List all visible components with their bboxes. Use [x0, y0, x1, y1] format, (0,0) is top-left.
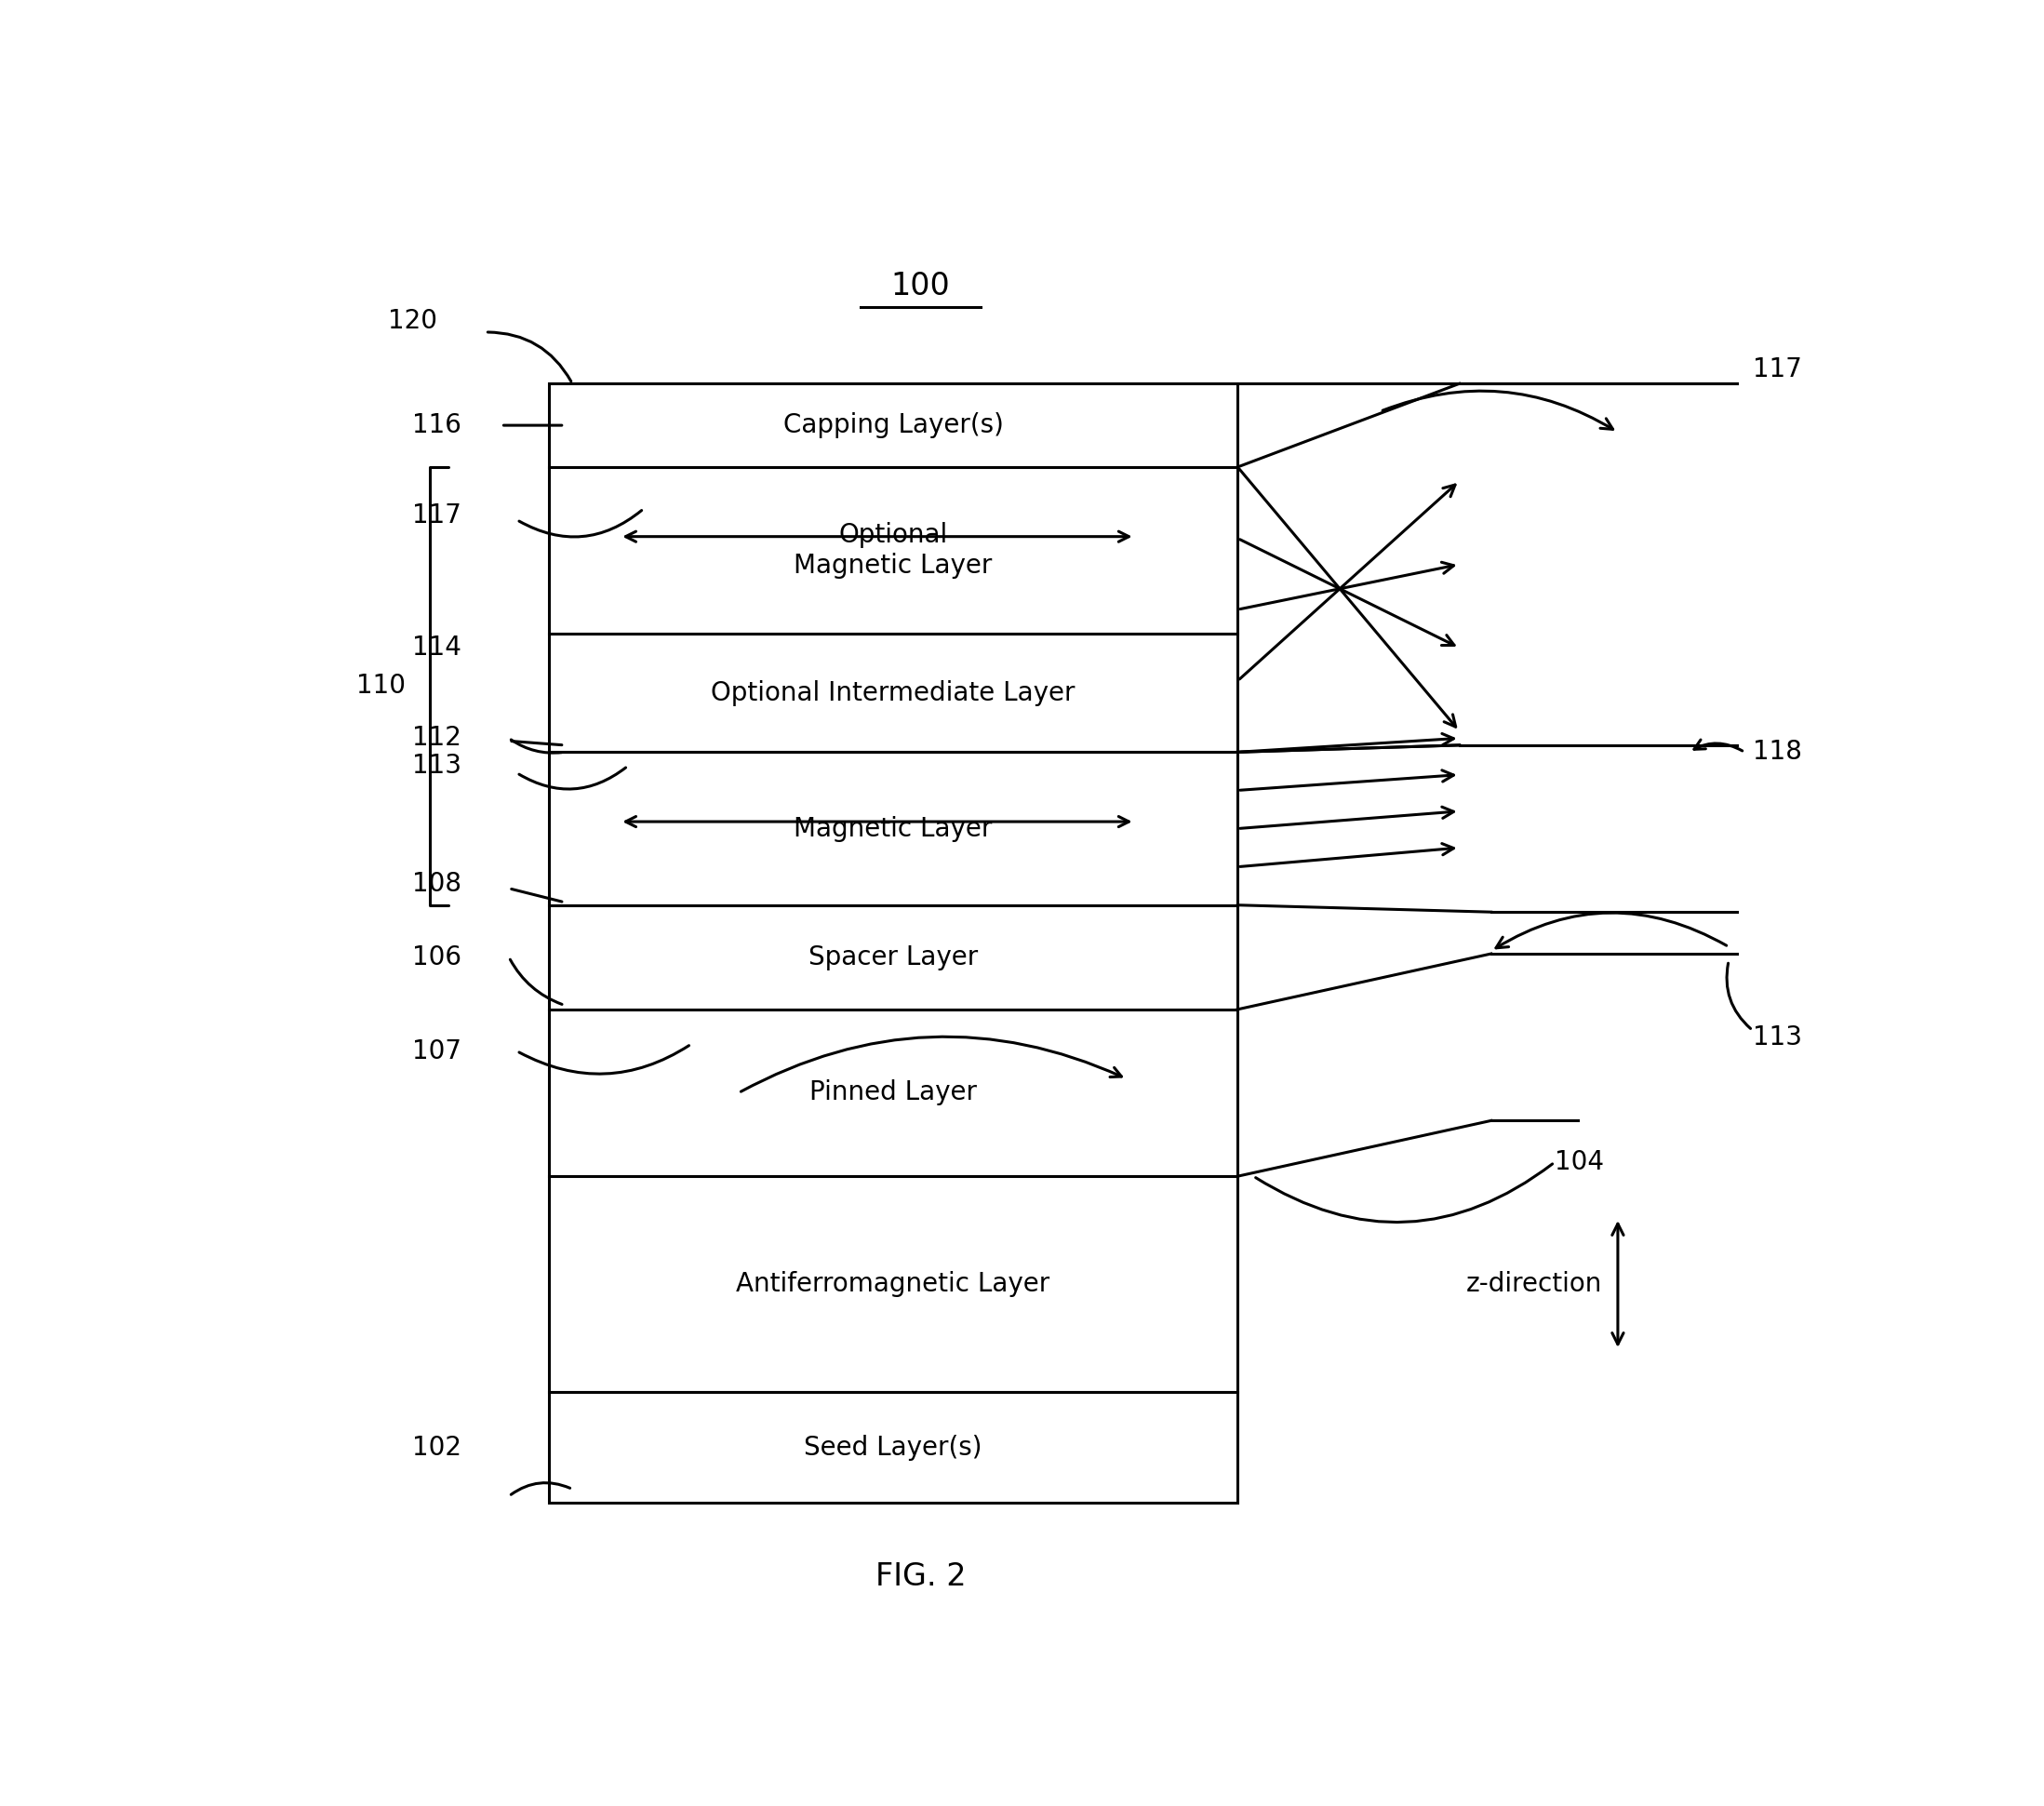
Text: 117: 117	[413, 502, 462, 529]
Text: Antiferromagnetic Layer: Antiferromagnetic Layer	[736, 1271, 1051, 1297]
Bar	[548, 1176, 1239, 1392]
Text: 113: 113	[1752, 1024, 1801, 1051]
Text: 106: 106	[413, 945, 462, 970]
Bar	[548, 751, 1239, 905]
Text: z-direction: z-direction	[1466, 1271, 1602, 1297]
Bar	[548, 1392, 1239, 1503]
Text: 107: 107	[413, 1038, 462, 1064]
Text: 117: 117	[1752, 356, 1801, 383]
Text: 114: 114	[413, 634, 462, 661]
Text: Pinned Layer: Pinned Layer	[809, 1080, 977, 1105]
Text: 116: 116	[413, 412, 462, 439]
Text: 108: 108	[413, 870, 462, 898]
Text: FIG. 2: FIG. 2	[875, 1562, 967, 1593]
Text: Capping Layer(s): Capping Layer(s)	[783, 412, 1004, 439]
Text: 110: 110	[358, 674, 407, 699]
Bar	[548, 383, 1239, 468]
Text: 102: 102	[413, 1434, 462, 1461]
Text: 120: 120	[388, 309, 437, 334]
Bar	[548, 1010, 1239, 1176]
Text: Seed Layer(s): Seed Layer(s)	[803, 1434, 983, 1461]
Bar	[548, 905, 1239, 1010]
Bar	[548, 634, 1239, 751]
Text: 104: 104	[1555, 1149, 1605, 1176]
Text: 113: 113	[413, 753, 462, 778]
Text: Spacer Layer: Spacer Layer	[807, 945, 977, 970]
Bar	[548, 468, 1239, 634]
Text: 118: 118	[1752, 739, 1801, 766]
Text: Magnetic Layer: Magnetic Layer	[793, 816, 991, 842]
Text: Optional
Magnetic Layer: Optional Magnetic Layer	[793, 522, 991, 578]
Text: 100: 100	[891, 271, 950, 302]
Text: Optional Intermediate Layer: Optional Intermediate Layer	[711, 681, 1075, 706]
Text: 112: 112	[413, 726, 462, 751]
